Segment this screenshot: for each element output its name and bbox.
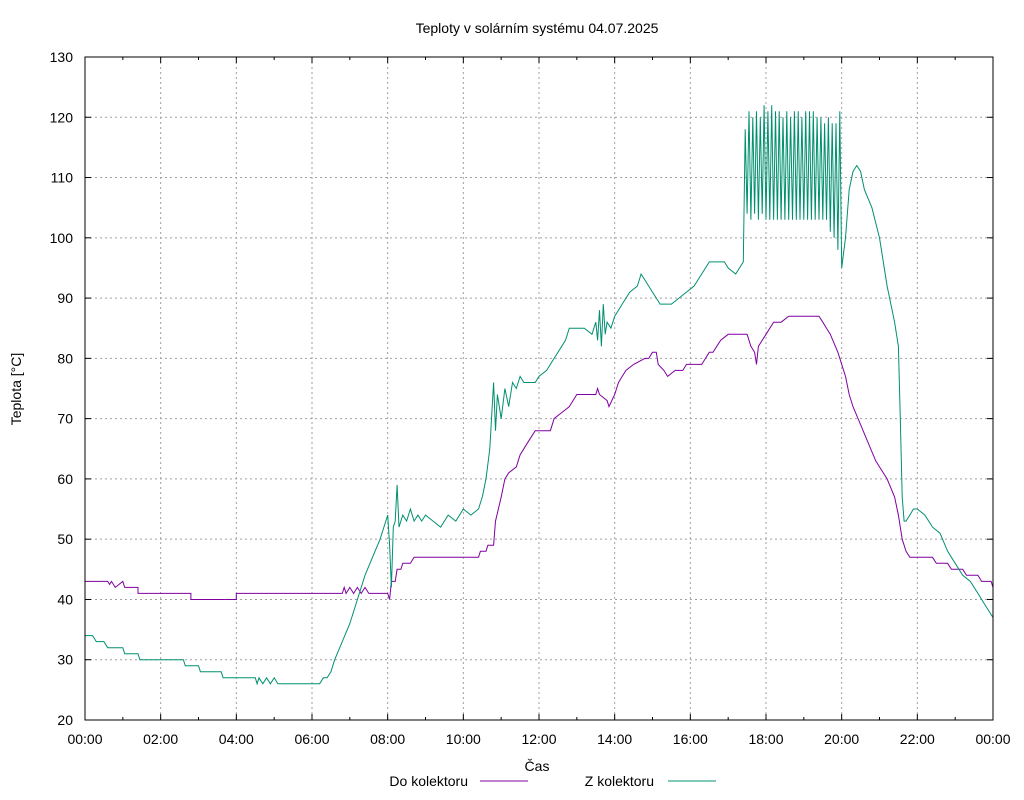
series-line-z-kolektoru xyxy=(85,105,994,686)
y-tick-label: 70 xyxy=(57,411,73,427)
x-tick-label: 12:00 xyxy=(521,731,556,747)
x-tick-label: 08:00 xyxy=(370,731,405,747)
x-tick-label: 22:00 xyxy=(900,731,935,747)
x-tick-label: 20:00 xyxy=(824,731,859,747)
x-tick-label: 10:00 xyxy=(446,731,481,747)
legend-label: Z kolektoru xyxy=(585,773,654,789)
y-tick-label: 120 xyxy=(50,109,74,125)
x-tick-label: 16:00 xyxy=(673,731,708,747)
y-tick-label: 110 xyxy=(51,170,74,186)
legend-label: Do kolektoru xyxy=(389,773,468,789)
x-tick-label: 02:00 xyxy=(143,731,178,747)
y-tick-label: 40 xyxy=(57,591,73,607)
y-tick-label: 100 xyxy=(50,230,74,246)
y-axis-label: Teplota [°C] xyxy=(8,353,24,426)
y-tick-label: 130 xyxy=(50,49,74,65)
x-tick-label: 14:00 xyxy=(597,731,632,747)
x-axis-label: Čas xyxy=(525,758,550,774)
ticks xyxy=(84,56,994,721)
series-line-do-kolektoru xyxy=(85,315,994,600)
y-tick-label: 60 xyxy=(57,471,73,487)
x-tick-label: 00:00 xyxy=(975,731,1010,747)
legend: Do kolektoru Z kolektoru xyxy=(389,773,716,789)
y-tick-label: 90 xyxy=(57,290,73,306)
chart-title: Teploty v solárním systému 04.07.2025 xyxy=(416,20,659,36)
y-tick-label: 80 xyxy=(57,350,73,366)
series-layer xyxy=(85,105,994,686)
x-tick-label: 18:00 xyxy=(748,731,783,747)
x-tick-label: 00:00 xyxy=(67,731,102,747)
tick-labels: 20 30 40 50 60 70 80 90 100 110 120 130 00:00 02:00 04… xyxy=(50,49,1011,747)
y-tick-label: 20 xyxy=(57,712,73,728)
y-tick-label: 30 xyxy=(57,652,73,668)
x-tick-label: 04:00 xyxy=(219,731,254,747)
x-tick-label: 06:00 xyxy=(294,731,329,747)
y-tick-label: 50 xyxy=(57,531,73,547)
